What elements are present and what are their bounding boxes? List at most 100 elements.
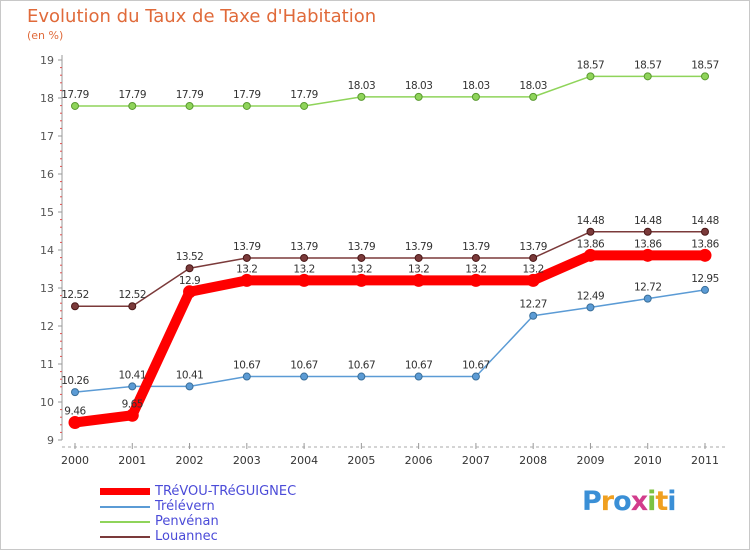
data-label-3: 14.48 [634, 215, 662, 227]
data-point-0 [469, 273, 483, 287]
data-label-1: 12.27 [519, 299, 547, 311]
data-label-2: 17.79 [233, 89, 261, 101]
y-tick-label: 17 [40, 130, 54, 143]
data-point-1 [71, 388, 79, 397]
brand-letter: i [647, 486, 656, 517]
brand-letter: x [630, 486, 648, 517]
legend-swatch-penvenan [100, 521, 150, 523]
data-label-1: 12.49 [577, 290, 605, 302]
data-label-3: 14.48 [577, 215, 605, 227]
data-label-3: 13.79 [519, 241, 547, 253]
x-tick-label: 2008 [519, 454, 547, 467]
y-tick-label: 12 [40, 320, 54, 333]
data-label-2: 17.79 [290, 89, 318, 101]
data-label-0: 13.86 [691, 238, 719, 250]
data-label-1: 10.26 [61, 375, 89, 387]
data-label-2: 18.03 [348, 80, 376, 92]
legend-label-trelevern: Trélévern [155, 499, 215, 514]
data-label-2: 17.79 [176, 89, 204, 101]
x-tick-label: 2009 [576, 454, 604, 467]
data-point-2 [471, 92, 480, 101]
y-tick-label: 11 [40, 358, 54, 371]
data-point-3 [414, 253, 423, 262]
legend-label-penvenan: Penvénan [155, 514, 219, 529]
data-label-0: 13.2 [236, 263, 257, 275]
data-point-0 [240, 273, 254, 287]
series-line-0 [70, 250, 710, 428]
data-point-3 [128, 302, 137, 311]
data-label-0: 13.2 [522, 263, 543, 275]
legend-item-louannec: Louannec [100, 529, 400, 544]
data-point-2 [357, 92, 366, 101]
data-label-2: 18.03 [519, 80, 547, 92]
data-point-3 [529, 253, 538, 262]
data-point-1 [529, 311, 538, 320]
data-label-2: 18.03 [405, 80, 433, 92]
x-tick-label: 2002 [176, 454, 204, 467]
data-label-1: 12.72 [634, 282, 662, 294]
data-point-0 [297, 273, 311, 287]
data-label-0: 13.86 [634, 238, 662, 250]
data-label-3: 13.79 [348, 241, 376, 253]
data-point-1 [414, 372, 423, 381]
brand-letter: P [582, 486, 602, 517]
y-tick-label: 10 [40, 396, 54, 409]
data-point-2 [185, 101, 194, 110]
legend-item-trevou: TRéVOU-TRéGUIGNEC [100, 484, 400, 499]
data-label-3: 12.52 [118, 289, 146, 301]
data-label-1: 10.67 [290, 360, 318, 372]
data-point-1 [643, 294, 652, 303]
data-point-2 [586, 72, 595, 81]
legend-label-trevou: TRéVOU-TRéGUIGNEC [155, 484, 297, 499]
data-point-1 [586, 303, 595, 312]
data-label-3: 13.79 [290, 241, 318, 253]
x-tick-label: 2011 [691, 454, 719, 467]
x-tick-label: 2004 [290, 454, 318, 467]
legend-swatch-trevou [100, 488, 150, 495]
series-line-3 [74, 231, 706, 307]
data-point-3 [242, 253, 251, 262]
data-label-2: 18.57 [691, 59, 719, 71]
data-label-3: 12.52 [61, 289, 89, 301]
data-point-0 [641, 248, 655, 262]
x-tick-label: 2001 [118, 454, 146, 467]
data-point-1 [300, 372, 309, 381]
y-tick-label: 9 [47, 434, 54, 447]
data-point-0 [68, 416, 82, 430]
x-tick-label: 2005 [347, 454, 375, 467]
data-point-2 [643, 72, 652, 81]
data-label-1: 12.95 [691, 273, 719, 285]
data-point-3 [71, 302, 79, 311]
data-label-0: 13.2 [293, 263, 314, 275]
data-label-2: 18.57 [577, 59, 605, 71]
data-point-2 [242, 101, 251, 110]
data-point-3 [357, 253, 366, 262]
data-label-1: 10.67 [348, 360, 376, 372]
data-label-0: 13.2 [408, 263, 429, 275]
data-label-0: 9.46 [64, 406, 86, 418]
y-tick-label: 14 [40, 244, 54, 257]
y-tick-label: 18 [40, 92, 54, 105]
data-point-1 [185, 382, 194, 391]
data-label-3: 13.52 [176, 251, 204, 263]
data-label-1: 10.41 [176, 369, 204, 381]
data-label-2: 18.57 [634, 59, 662, 71]
data-point-2 [300, 101, 309, 110]
brand-letter: t [655, 486, 668, 517]
data-label-0: 13.2 [465, 263, 486, 275]
data-label-3: 13.79 [233, 241, 261, 253]
data-point-0 [125, 408, 139, 422]
x-tick-label: 2006 [405, 454, 433, 467]
data-point-1 [701, 285, 709, 294]
legend-item-penvenan: Penvénan [100, 514, 400, 529]
data-label-1: 10.67 [462, 360, 490, 372]
data-label-2: 17.79 [118, 89, 146, 101]
data-point-0 [183, 285, 197, 299]
legend-swatch-louannec [100, 536, 150, 538]
y-tick-label: 16 [40, 168, 54, 181]
data-point-1 [128, 382, 137, 391]
data-point-3 [643, 227, 652, 236]
data-label-0: 12.9 [179, 275, 200, 287]
data-point-0 [583, 248, 597, 262]
